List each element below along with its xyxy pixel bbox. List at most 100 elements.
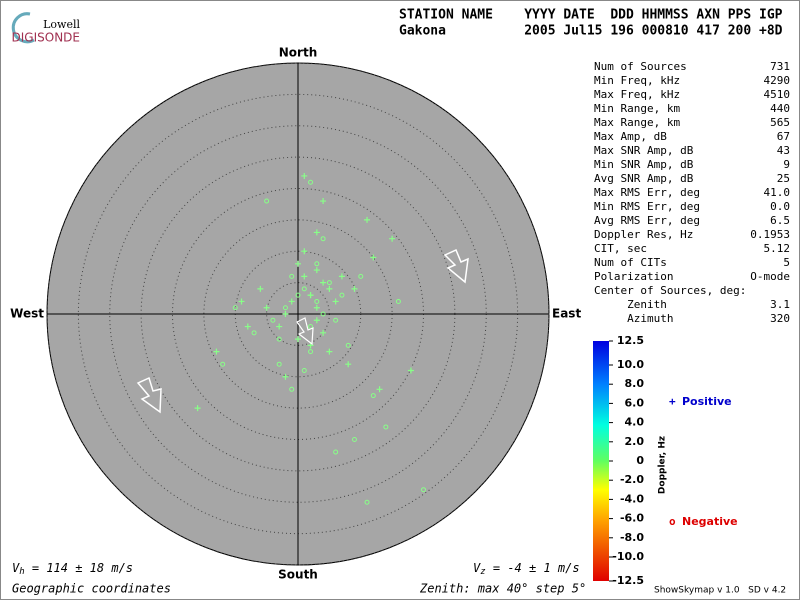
stat-value: 5.12 bbox=[764, 242, 791, 255]
source-point bbox=[407, 367, 414, 374]
source-point bbox=[421, 487, 426, 493]
source-point bbox=[351, 437, 357, 442]
source-point bbox=[295, 336, 301, 343]
stat-label: CIT, sec bbox=[594, 242, 647, 255]
source-point bbox=[276, 336, 282, 342]
stat-label: Num of CITs bbox=[594, 256, 667, 269]
source-point bbox=[313, 304, 320, 311]
source-point bbox=[338, 273, 345, 280]
source-point bbox=[276, 323, 283, 330]
source-point bbox=[301, 248, 308, 255]
source-point bbox=[326, 280, 332, 286]
stat-label: Min Freq, kHz bbox=[594, 74, 680, 87]
source-point bbox=[313, 317, 320, 324]
legend-marker: + bbox=[669, 395, 676, 408]
stat-value: 9 bbox=[783, 158, 790, 171]
source-point bbox=[282, 305, 288, 311]
header-values: Gakona 2005 Jul15 196 000810 417 200 +8D bbox=[399, 24, 783, 39]
colorbar-tick-label: -10.0 bbox=[612, 550, 644, 563]
stat-label: Max Amp, dB bbox=[594, 130, 667, 143]
arrow bbox=[136, 376, 162, 414]
colorbar-tick-label: 2.0 bbox=[625, 435, 645, 448]
colorbar-tick-label: 4.0 bbox=[625, 416, 645, 429]
legend-label: Positive bbox=[682, 395, 732, 408]
stat-label: Max RMS Err, deg bbox=[594, 186, 700, 199]
stat-label: Polarization bbox=[594, 270, 673, 283]
source-point bbox=[320, 329, 327, 336]
colorbar-tick-label: -6.0 bbox=[620, 512, 644, 525]
version: ShowSkymap v 1.0 SD v 4.2 bbox=[654, 586, 786, 596]
source-point bbox=[345, 361, 352, 368]
source-point bbox=[270, 317, 276, 323]
source-point bbox=[326, 285, 333, 292]
stat-value: 5 bbox=[783, 256, 790, 269]
stat-label: Num of Sources bbox=[594, 60, 687, 73]
legend-label: Negative bbox=[682, 515, 738, 528]
source-point bbox=[333, 449, 339, 455]
source-point bbox=[313, 267, 320, 274]
source-point bbox=[320, 311, 326, 317]
stat-value: 4510 bbox=[764, 88, 791, 101]
source-point bbox=[345, 342, 351, 348]
source-point bbox=[320, 236, 326, 242]
source-point bbox=[282, 373, 289, 380]
logo-top: Lowell bbox=[43, 18, 80, 31]
source-point bbox=[308, 179, 314, 185]
source-point bbox=[308, 349, 314, 355]
source-point bbox=[295, 292, 301, 298]
stat-value: 565 bbox=[770, 116, 790, 129]
source-point bbox=[389, 235, 396, 242]
source-point bbox=[301, 367, 307, 373]
stat-label: Azimuth bbox=[594, 312, 673, 325]
stat-label: Doppler Res, Hz bbox=[594, 228, 693, 241]
source-point bbox=[220, 361, 226, 367]
source-point bbox=[370, 254, 377, 261]
source-point bbox=[264, 198, 270, 204]
stat-value: 6.5 bbox=[770, 214, 790, 227]
stat-label: Avg RMS Err, deg bbox=[594, 214, 700, 227]
source-point bbox=[339, 292, 345, 298]
source-point bbox=[370, 393, 376, 399]
source-point bbox=[238, 298, 245, 305]
colorbar-tick-label: 10.0 bbox=[617, 358, 644, 371]
source-point bbox=[326, 348, 333, 355]
arrow bbox=[443, 248, 469, 284]
dir-label: North bbox=[279, 46, 317, 60]
source-point bbox=[307, 292, 314, 299]
source-point bbox=[313, 229, 320, 236]
legend-marker: o bbox=[669, 515, 676, 528]
arrow bbox=[296, 317, 314, 346]
source-point bbox=[364, 216, 371, 223]
colorbar-tick-label: 8.0 bbox=[625, 377, 645, 390]
source-point bbox=[320, 198, 327, 205]
logo-bottom: DIGISONDE bbox=[12, 31, 80, 45]
dir-label: East bbox=[552, 307, 581, 321]
source-point bbox=[358, 273, 364, 279]
stat-value: 0.0 bbox=[770, 200, 790, 213]
colorbar-tick-label: 12.5 bbox=[617, 334, 644, 347]
stat-label: Center of Sources, deg: bbox=[594, 284, 746, 297]
stat-label: Max Range, km bbox=[594, 116, 680, 129]
zenith-note: Zenith: max 40° step 5° bbox=[419, 582, 586, 596]
stat-label: Max Freq, kHz bbox=[594, 88, 680, 101]
vh-sub: h bbox=[19, 567, 24, 577]
source-point bbox=[320, 279, 327, 286]
stat-label: Min Range, km bbox=[594, 102, 680, 115]
source-point bbox=[289, 273, 295, 279]
stat-value: 41.0 bbox=[764, 186, 791, 199]
colorbar-tick-label: 0 bbox=[636, 454, 644, 467]
vz: Vz = -4 ± 1 m/s bbox=[473, 561, 580, 577]
source-point bbox=[314, 261, 320, 267]
source-point bbox=[295, 260, 301, 267]
source-point bbox=[263, 304, 270, 311]
stat-value: 4290 bbox=[764, 74, 791, 87]
stat-value: 731 bbox=[770, 60, 790, 73]
source-point bbox=[332, 298, 339, 305]
vh-symbol: V bbox=[12, 561, 20, 575]
dir-label: West bbox=[10, 307, 44, 321]
source-point bbox=[194, 405, 201, 412]
source-point bbox=[301, 286, 307, 292]
source-point bbox=[301, 273, 308, 280]
colorbar-tick-label: 6.0 bbox=[625, 396, 645, 409]
source-point bbox=[232, 305, 238, 311]
